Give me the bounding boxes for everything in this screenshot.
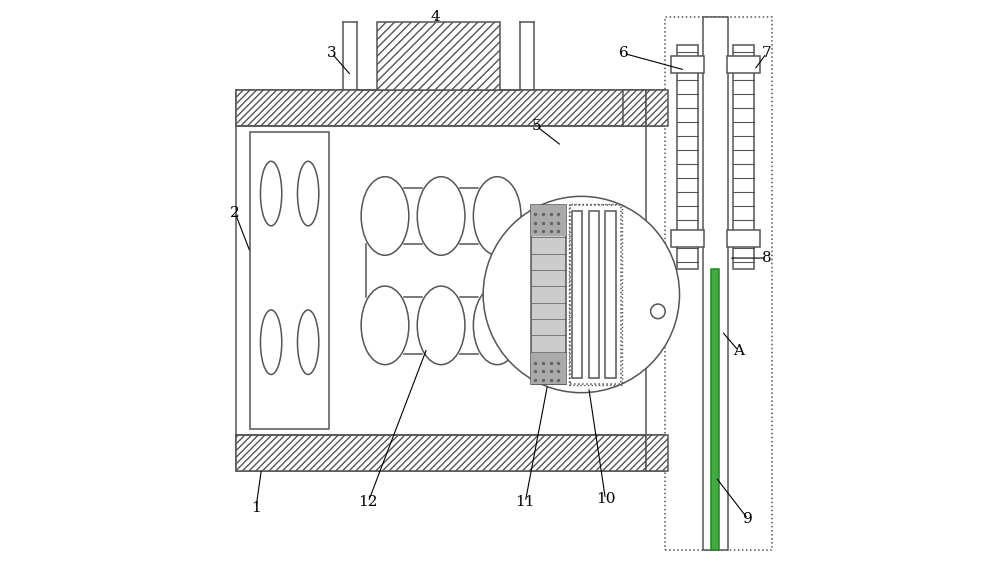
Bar <box>646 90 668 126</box>
Ellipse shape <box>473 286 521 365</box>
Ellipse shape <box>417 286 465 365</box>
Text: 2: 2 <box>230 206 240 220</box>
Bar <box>623 90 646 126</box>
Circle shape <box>651 304 665 319</box>
Text: 11: 11 <box>515 495 535 509</box>
Text: 9: 9 <box>743 512 753 526</box>
Text: 7: 7 <box>762 47 771 60</box>
Bar <box>236 90 646 126</box>
Text: 6: 6 <box>619 47 628 60</box>
Bar <box>531 205 566 236</box>
Ellipse shape <box>260 162 282 226</box>
Bar <box>569 204 622 385</box>
Bar <box>236 90 646 471</box>
Bar <box>605 211 616 378</box>
Text: 8: 8 <box>762 251 771 265</box>
Bar <box>711 269 719 550</box>
Text: 4: 4 <box>431 10 440 24</box>
Bar <box>677 45 698 269</box>
Bar <box>703 17 728 550</box>
Bar <box>570 205 621 384</box>
Bar <box>727 230 760 247</box>
Bar <box>236 435 646 471</box>
Ellipse shape <box>297 162 319 226</box>
Bar <box>377 22 500 90</box>
Bar <box>665 17 772 550</box>
Bar <box>727 56 760 73</box>
Ellipse shape <box>473 177 521 255</box>
Bar <box>589 211 599 378</box>
Text: 1: 1 <box>251 501 261 514</box>
Bar <box>646 435 668 471</box>
Bar <box>733 45 754 269</box>
Text: A: A <box>733 344 744 357</box>
Text: 12: 12 <box>358 495 378 509</box>
Ellipse shape <box>417 177 465 255</box>
Bar <box>531 353 566 384</box>
Bar <box>572 211 582 378</box>
Bar <box>671 56 704 73</box>
Ellipse shape <box>297 310 319 375</box>
Ellipse shape <box>260 310 282 375</box>
Bar <box>671 230 704 247</box>
Circle shape <box>483 196 680 393</box>
Bar <box>531 205 566 384</box>
Text: 5: 5 <box>532 119 541 133</box>
Text: 10: 10 <box>596 493 615 506</box>
Bar <box>250 132 329 429</box>
Ellipse shape <box>361 286 409 365</box>
Text: 3: 3 <box>327 47 337 60</box>
Ellipse shape <box>361 177 409 255</box>
